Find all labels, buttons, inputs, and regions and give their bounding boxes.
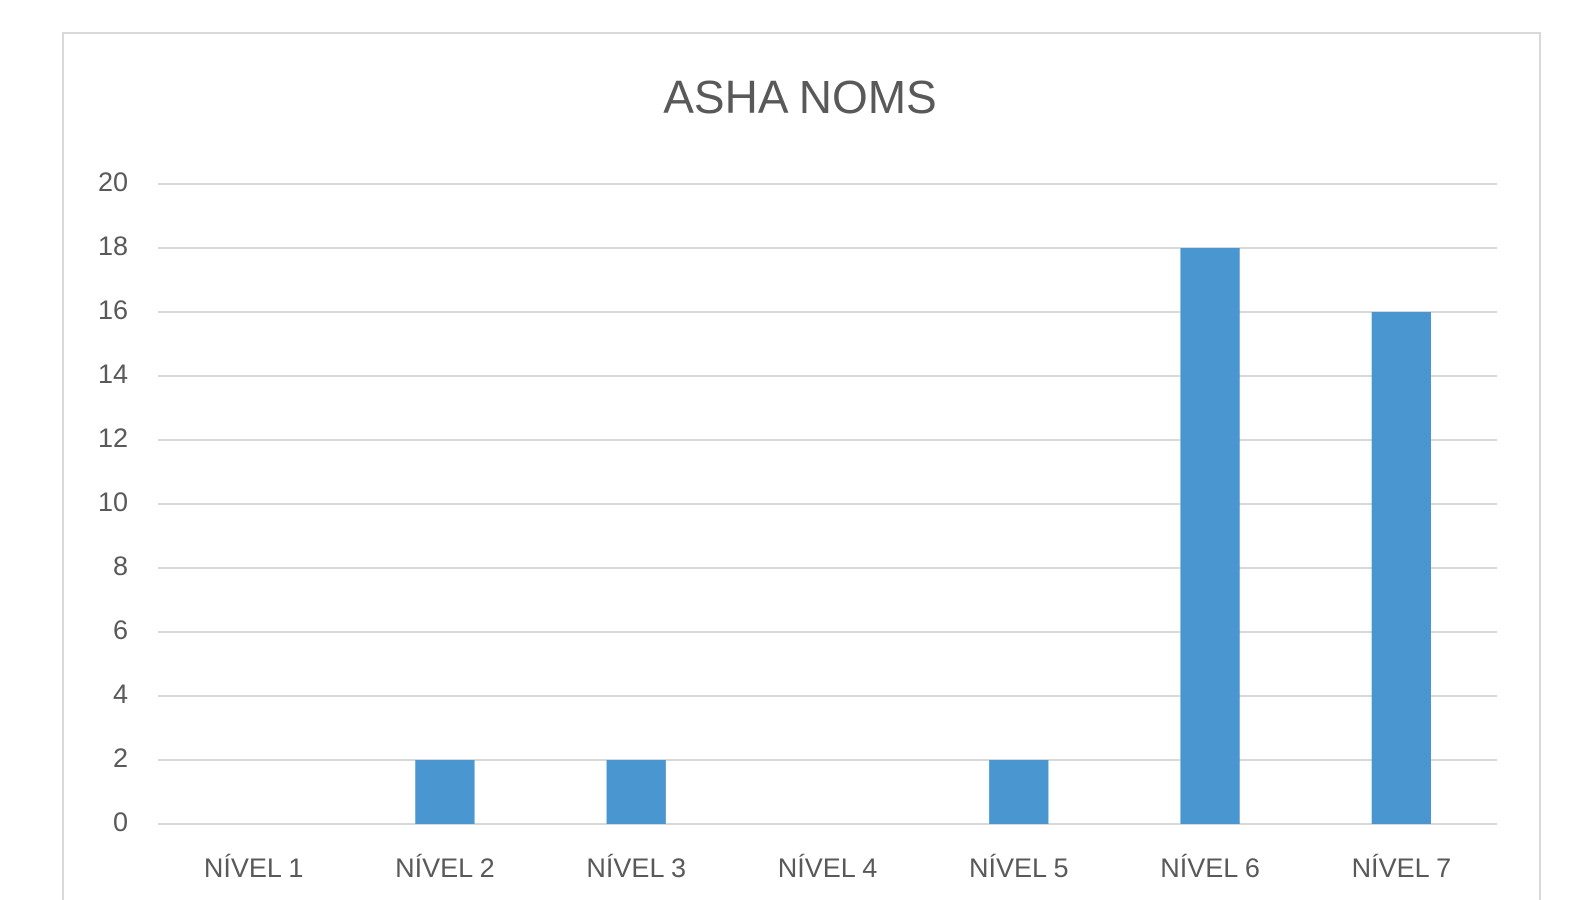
y-tick-label: 8 bbox=[113, 551, 128, 581]
y-tick-label: 0 bbox=[113, 807, 128, 837]
chart-title: ASHA NOMS bbox=[663, 71, 937, 123]
y-tick-label: 4 bbox=[113, 679, 128, 709]
x-tick-label: NÍVEL 3 bbox=[586, 853, 686, 883]
y-tick-label: 10 bbox=[98, 487, 128, 517]
x-tick-label: NÍVEL 2 bbox=[395, 853, 495, 883]
y-tick-label: 6 bbox=[113, 615, 128, 645]
y-tick-label: 14 bbox=[98, 359, 128, 389]
y-tick-label: 18 bbox=[98, 231, 128, 261]
x-tick-label: NÍVEL 4 bbox=[778, 853, 878, 883]
x-tick-label: NÍVEL 7 bbox=[1352, 853, 1452, 883]
x-tick-label: NÍVEL 6 bbox=[1160, 853, 1260, 883]
x-tick-label: NÍVEL 1 bbox=[204, 853, 304, 883]
bar bbox=[606, 760, 666, 824]
bar bbox=[989, 760, 1049, 824]
y-tick-label: 2 bbox=[113, 743, 128, 773]
chart-border bbox=[62, 32, 1541, 900]
y-tick-label: 20 bbox=[98, 167, 128, 197]
bar bbox=[1180, 248, 1240, 824]
bar bbox=[415, 760, 475, 824]
x-tick-label: NÍVEL 5 bbox=[969, 853, 1069, 883]
y-tick-label: 12 bbox=[98, 423, 128, 453]
bar bbox=[1371, 312, 1432, 824]
y-tick-label: 16 bbox=[98, 295, 128, 325]
